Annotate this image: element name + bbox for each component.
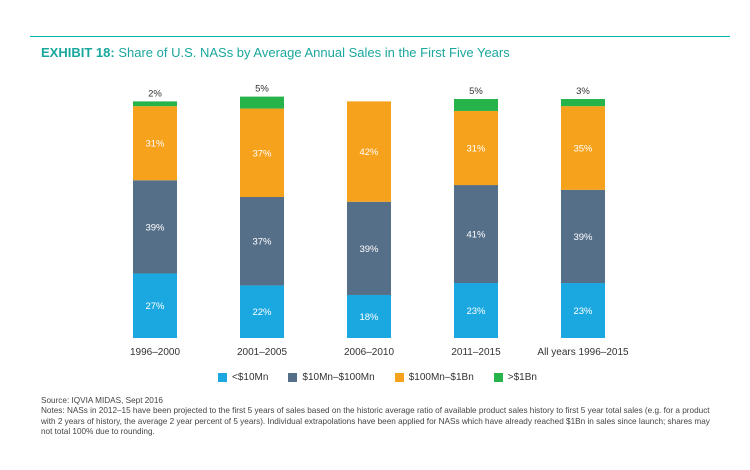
bar-segment [454,283,498,338]
data-label: 23% [466,306,486,317]
stacked-bar-chart: 27% 39% 31% 2% 1996–2000 22% 37% 37% 5% 2001–2005… [130,84,629,358]
legend-label: >$1Bn [507,372,537,383]
data-label: 31% [145,139,165,150]
legend-label: $100Mn–$1Bn [408,372,474,383]
legend-swatch [288,373,298,382]
title-rule [30,36,730,37]
bar-segment [133,180,177,274]
legend-item: $10Mn–$100Mn [288,372,375,383]
legend-label: $10Mn–$100Mn [302,372,375,383]
data-label: 3% [576,86,590,97]
data-label: 27% [145,301,165,312]
x-tick-label: All years 1996–2015 [537,347,629,358]
data-label: 37% [252,237,272,248]
data-label: 39% [145,222,165,233]
data-label: 39% [359,244,379,255]
x-tick-label: 2011–2015 [451,347,501,358]
bar-segment [133,101,177,107]
bar-segment [454,185,498,284]
bar-segment [240,196,284,286]
bar-segment [347,101,391,202]
data-label: 37% [252,148,272,159]
data-label: 41% [466,230,486,241]
legend-item: >$1Bn [493,372,537,383]
bar-segment [454,110,498,186]
data-label: 35% [573,143,593,154]
legend-item: $100Mn–$1Bn [394,372,474,383]
legend-item: <$10Mn [218,372,268,383]
x-tick-label: 2001–2005 [237,347,287,358]
chart-title: EXHIBIT 18: Share of U.S. NASs by Averag… [41,45,510,60]
data-label: 5% [255,84,269,95]
exhibit-title: Share of U.S. NASs by Average Annual Sal… [118,45,510,60]
source-note: Source: IQVIA MIDAS, Sept 2016 [41,396,163,405]
legend-swatch [493,373,503,382]
data-label: 23% [573,306,593,317]
bar-segment [240,285,284,338]
bar-segment [240,108,284,197]
x-tick-label: 2006–2010 [344,347,394,358]
legend-swatch [394,373,404,382]
exhibit-label: EXHIBIT 18: [41,45,115,60]
x-tick-label: 1996–2000 [130,347,180,358]
notes-text: Notes: NASs in 2012–15 have been project… [41,406,710,437]
data-label: 42% [359,147,379,158]
bar-segment [561,106,605,190]
bar-segment [347,201,391,295]
bar-segment [133,273,177,338]
bar-segment [561,99,605,107]
bar-segment [454,99,498,111]
bar-segment [347,294,391,338]
legend-label: <$10Mn [232,372,269,383]
legend: <$10Mn $10Mn–$100Mn $100Mn–$1Bn >$1Bn [218,372,557,383]
data-label: 2% [148,88,162,99]
bar-segment [561,189,605,284]
footnotes: Source: IQVIA MIDAS, Sept 2016 Notes: NA… [41,396,721,438]
bar-segment [561,283,605,338]
data-label: 22% [252,307,272,318]
bar-segment [240,96,284,109]
data-label: 39% [573,232,593,243]
data-label: 5% [469,86,483,97]
data-label: 31% [466,143,486,154]
data-label: 18% [359,312,379,323]
legend-swatch [218,373,227,382]
bar-segment [133,106,177,181]
